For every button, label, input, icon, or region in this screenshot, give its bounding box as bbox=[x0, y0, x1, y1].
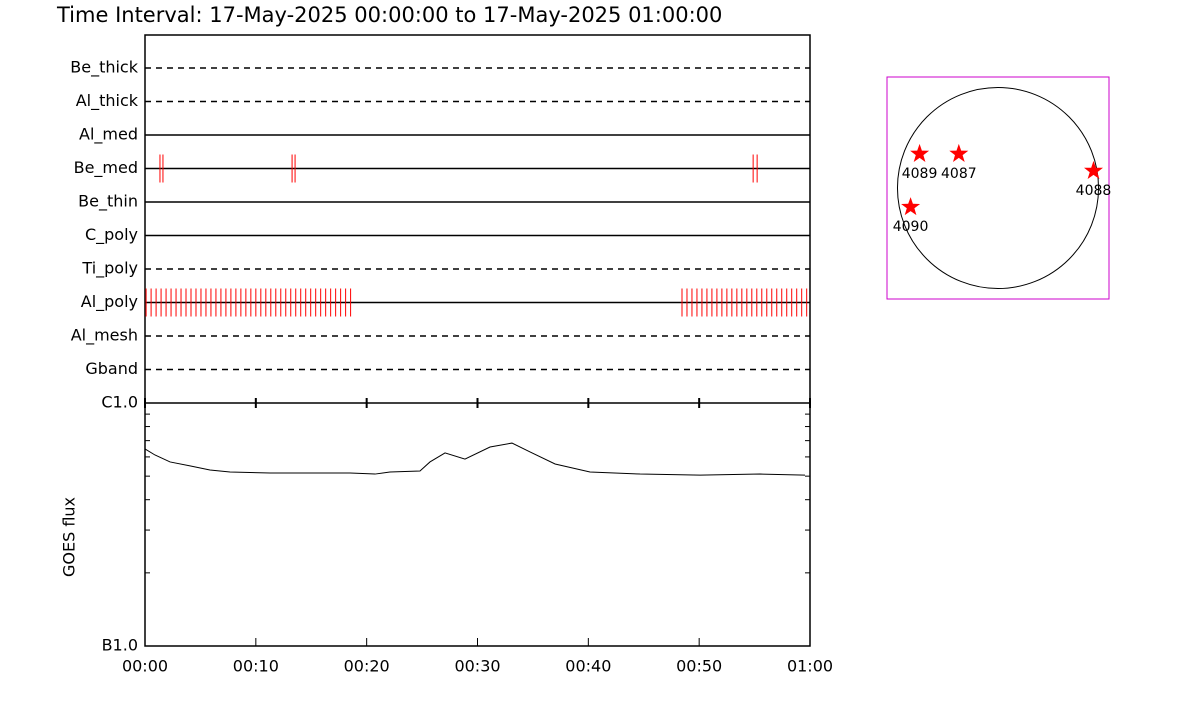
solar-disk bbox=[896, 86, 1100, 290]
row-label: Al_med bbox=[79, 125, 138, 145]
chart-title: Time Interval: 17-May-2025 00:00:00 to 1… bbox=[56, 3, 722, 27]
x-tick-label: 00:10 bbox=[233, 657, 279, 676]
row-label: Be_thin bbox=[78, 192, 138, 212]
region-star bbox=[1084, 160, 1103, 179]
row-label: Ti_poly bbox=[81, 259, 138, 279]
region-label: 4089 bbox=[902, 166, 938, 182]
row-label: Al_mesh bbox=[71, 326, 138, 346]
x-tick-label: 00:30 bbox=[454, 657, 500, 676]
y-axis-label: GOES flux bbox=[60, 497, 79, 577]
y-tick-label: B1.0 bbox=[102, 636, 138, 655]
x-tick-label: 01:00 bbox=[787, 657, 833, 676]
x-tick-label: 00:50 bbox=[676, 657, 722, 676]
x-tick-label: 00:20 bbox=[344, 657, 390, 676]
x-tick-label: 00:00 bbox=[122, 657, 168, 676]
y-tick-label: C1.0 bbox=[101, 393, 138, 412]
row-label: Gband bbox=[85, 359, 138, 378]
region-star bbox=[910, 143, 930, 162]
flux-line bbox=[144, 442, 806, 476]
region-label: 4087 bbox=[941, 166, 977, 182]
row-label: Al_thick bbox=[76, 91, 139, 111]
plot-frame bbox=[144, 34, 811, 647]
region-label: 4088 bbox=[1076, 183, 1112, 199]
map-frame bbox=[886, 76, 1110, 300]
region-star bbox=[949, 143, 969, 162]
region-star bbox=[901, 197, 921, 216]
row-label: C_poly bbox=[85, 225, 138, 245]
row-label: Be_thick bbox=[70, 58, 138, 78]
x-tick-label: 00:40 bbox=[565, 657, 611, 676]
row-label: Be_med bbox=[74, 158, 138, 178]
row-label: Al_poly bbox=[81, 292, 138, 312]
region-label: 4090 bbox=[893, 219, 929, 235]
